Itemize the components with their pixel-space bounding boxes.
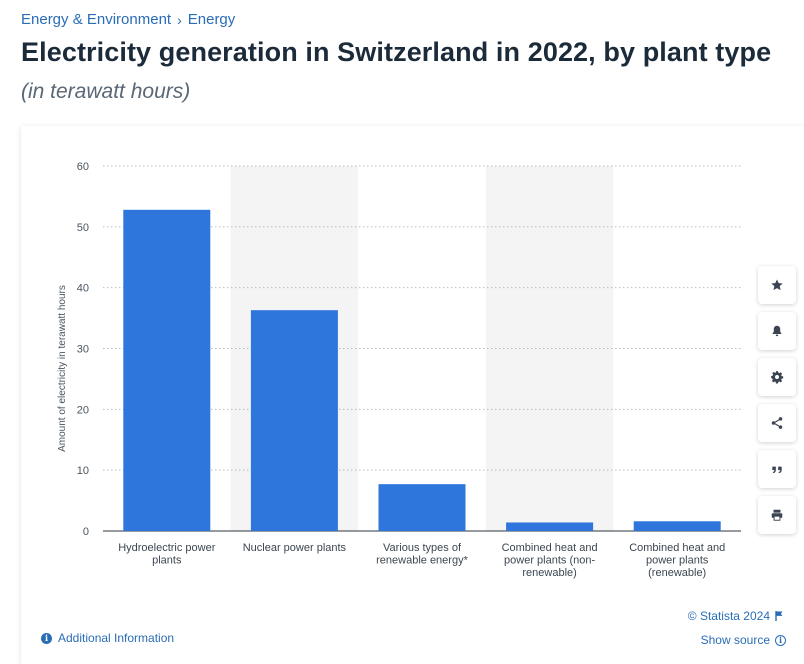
copyright-text: © Statista 2024: [687, 609, 770, 623]
favorite-button[interactable]: [758, 266, 796, 304]
bar: [250, 310, 338, 531]
y-tick-label: 60: [77, 161, 89, 173]
y-tick-label: 0: [83, 526, 89, 538]
flag-icon: [775, 611, 783, 621]
cite-button[interactable]: [758, 450, 796, 488]
y-tick-label: 30: [77, 344, 89, 356]
x-tick-label: Combined heat and power plants (renewable): [629, 542, 725, 579]
notification-button[interactable]: [758, 312, 796, 350]
x-tick-label: Nuclear power plants: [243, 542, 347, 554]
y-tick-label: 40: [77, 283, 89, 295]
chart-toolbar: [758, 266, 796, 534]
print-icon: [771, 509, 783, 521]
additional-information-label: Additional Information: [58, 631, 175, 645]
gear-icon: [771, 371, 784, 384]
additional-information-link[interactable]: i Additional Information: [41, 631, 174, 645]
page-subtitle: (in terawatt hours): [21, 80, 191, 103]
x-tick-label: Hydroelectric power plants: [118, 542, 216, 567]
y-tick-label: 10: [77, 465, 89, 477]
bar: [123, 209, 211, 532]
x-tick-label: Combined heat and power plants (non-renew…: [502, 542, 598, 579]
share-icon: [771, 417, 783, 429]
bell-icon: [772, 325, 782, 337]
breadcrumb: Energy & Environment › Energy: [21, 11, 235, 28]
copyright: © Statista 2024: [688, 609, 784, 623]
bar: [506, 522, 594, 531]
chart-card: 0 10 20 30 40 50 60 Hydroelectric power plants Nu…: [21, 126, 804, 664]
y-axis-label: Amount of electricity in terawatt hours: [57, 285, 68, 452]
info-icon: i: [41, 632, 52, 644]
breadcrumb-separator: ›: [177, 11, 182, 28]
bar: [378, 484, 466, 531]
settings-button[interactable]: [758, 358, 796, 396]
print-button[interactable]: [758, 496, 796, 534]
star-icon: [771, 279, 783, 291]
page-title: Electricity generation in Switzerland in…: [21, 37, 772, 67]
x-tick-label: Various types of renewable energy*: [376, 542, 468, 567]
breadcrumb-item-energy[interactable]: Energy: [187, 11, 236, 28]
show-source-label: Show source: [700, 633, 770, 647]
info-icon: i: [775, 634, 786, 646]
share-button[interactable]: [758, 404, 796, 442]
bar-chart: 0 10 20 30 40 50 60 Hydroelectric power plants Nu…: [57, 161, 741, 579]
show-source-link[interactable]: Show source i: [701, 633, 786, 647]
bar: [633, 521, 721, 531]
breadcrumb-item-energy-environment[interactable]: Energy & Environment: [21, 11, 172, 28]
category-band: [485, 166, 614, 531]
quote-icon: [772, 466, 782, 474]
y-tick-label: 20: [77, 404, 89, 416]
y-tick-label: 50: [77, 222, 89, 234]
